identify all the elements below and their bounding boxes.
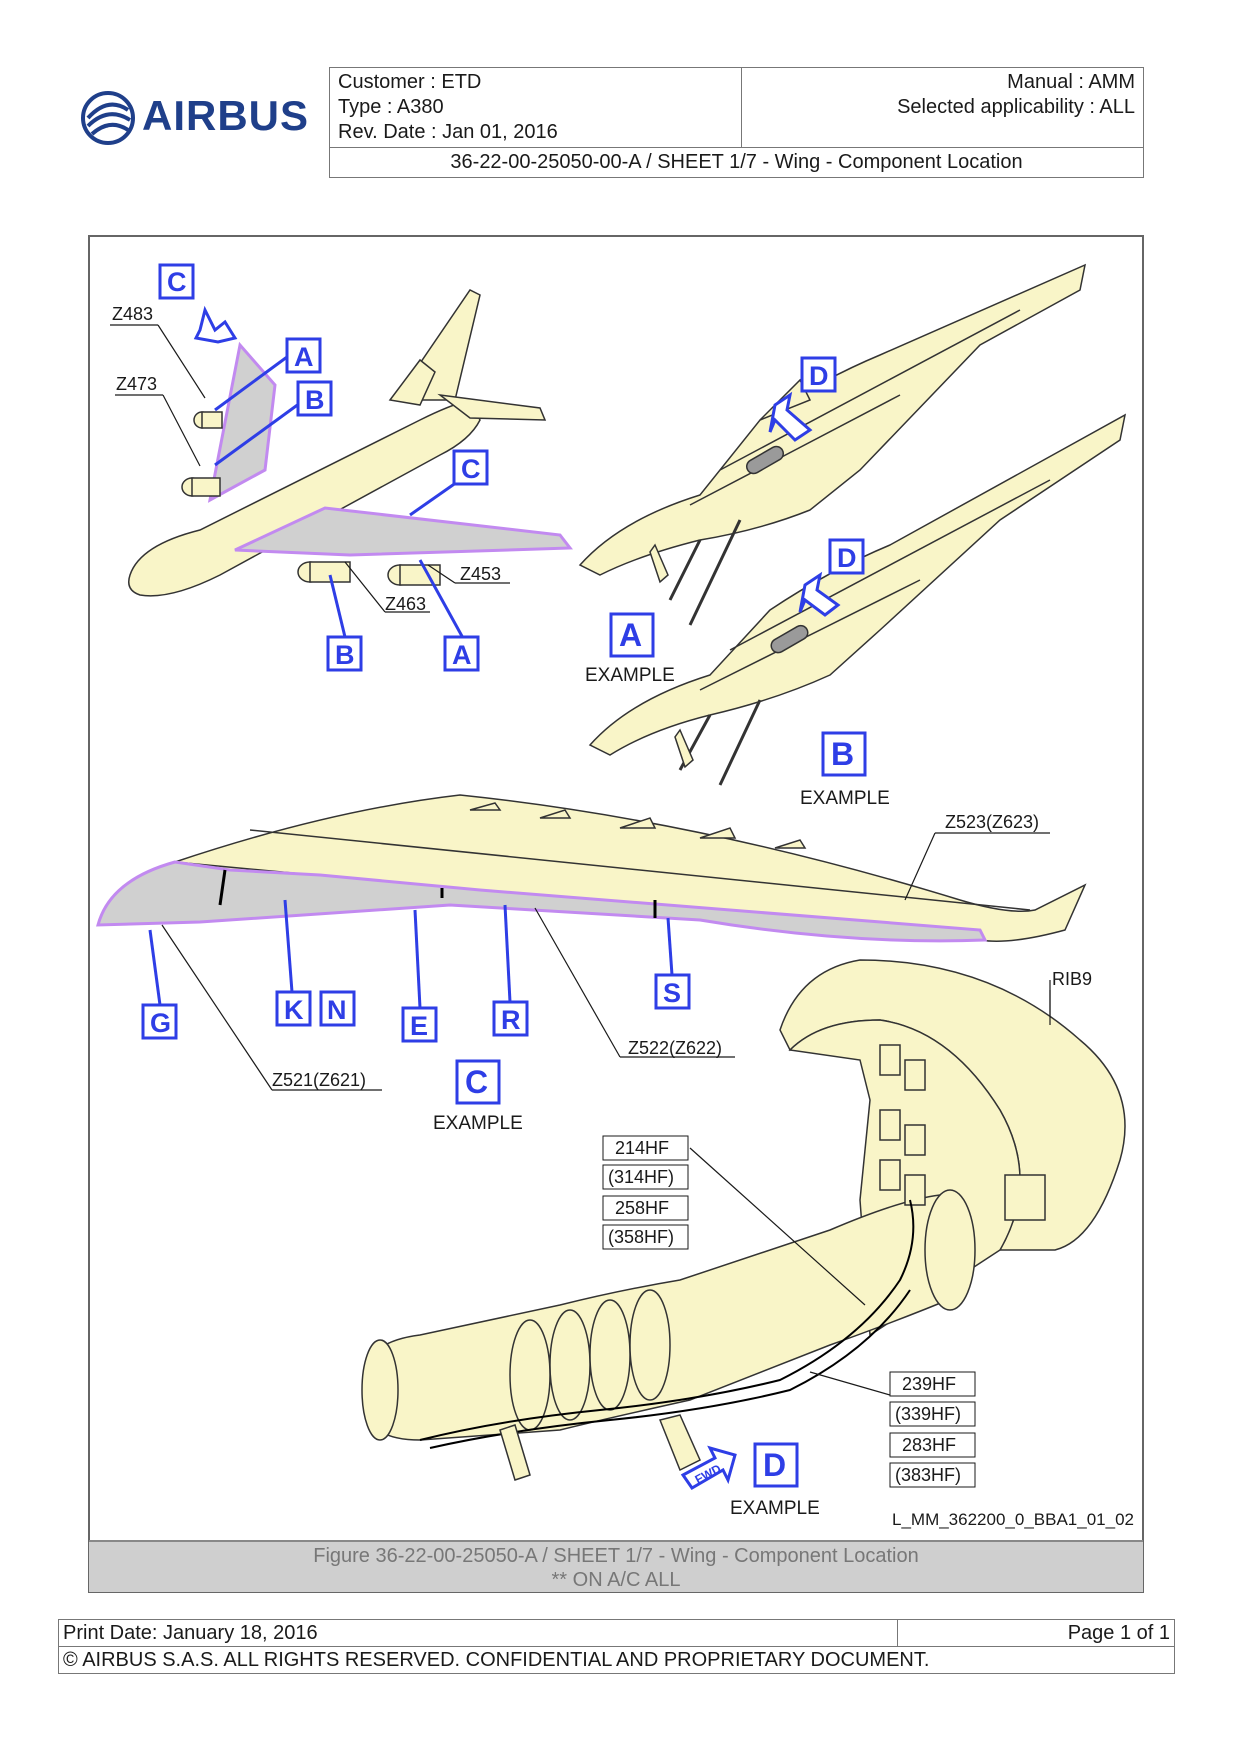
ref-c-example: C (455, 1059, 501, 1105)
airbus-logo: AIRBUS (80, 88, 315, 148)
ref-n: N (319, 990, 356, 1027)
zone-z483: Z483 (112, 304, 153, 324)
example-a-label: EXAMPLE (585, 665, 675, 686)
figure-frame (88, 235, 1144, 1593)
svg-text:283HF: 283HF (902, 1435, 956, 1455)
svg-text:(383HF): (383HF) (895, 1465, 961, 1485)
document-title: 36-22-00-25050-00-A / SHEET 1/7 - Wing -… (329, 147, 1144, 178)
logo-text: AIRBUS (142, 92, 310, 139)
svg-text:(358HF): (358HF) (608, 1227, 674, 1247)
svg-text:D: D (763, 1447, 786, 1483)
ref-d-b: D (828, 538, 865, 575)
pylon-view-b (588, 413, 1127, 786)
customer-label: Customer : ETD (338, 71, 482, 93)
ref-g: G (141, 1003, 178, 1040)
detail-view-d (361, 959, 1126, 1481)
caption-applicability: ** ON A/C ALL (551, 1569, 681, 1591)
ref-s: S (654, 973, 691, 1010)
figure-caption: Figure 36-22-00-25050-A / SHEET 1/7 - Wi… (89, 1540, 1143, 1592)
svg-text:C: C (461, 454, 481, 484)
example-b-label: EXAMPLE (800, 788, 890, 809)
svg-text:E: E (410, 1011, 428, 1041)
ref-c-wing: C (452, 449, 489, 486)
zone-z521: Z521(Z621) (272, 1070, 366, 1090)
ref-c-top: C (158, 263, 195, 300)
ref-a-top: A (285, 337, 322, 374)
svg-text:239HF: 239HF (902, 1374, 956, 1394)
svg-text:B: B (335, 640, 355, 670)
ref-r: R (492, 1000, 529, 1037)
zone-z523: Z523(Z623) (945, 812, 1039, 832)
svg-text:G: G (150, 1008, 171, 1038)
svg-text:R: R (501, 1005, 521, 1035)
equipment-labels-upper: 214HF (314HF) 258HF (358HF) (602, 1135, 689, 1250)
ref-b-example: B (821, 731, 867, 777)
example-d-label: EXAMPLE (730, 1498, 820, 1519)
zone-z463: Z463 (385, 594, 426, 614)
applicability-label: Selected applicability : ALL (897, 96, 1135, 118)
ref-a-engine: A (443, 635, 480, 672)
example-c-label: EXAMPLE (433, 1113, 523, 1134)
rib9-label: RIB9 (1052, 969, 1092, 989)
ref-e: E (401, 1006, 438, 1043)
ref-b-engine: B (326, 635, 363, 672)
ref-k: K (275, 990, 312, 1027)
page-number: Page 1 of 1 (897, 1619, 1175, 1647)
document-footer: Print Date: January 18, 2016 Page 1 of 1… (58, 1619, 1175, 1674)
zone-z453: Z453 (460, 564, 501, 584)
copyright-notice: © AIRBUS S.A.S. ALL RIGHTS RESERVED. CON… (58, 1646, 1175, 1674)
svg-text:N: N (327, 995, 347, 1025)
wing-view-c (96, 794, 1087, 943)
document-header: Customer : ETD Type : A380 Rev. Date : J… (329, 67, 1144, 178)
ref-a-example: A (609, 612, 655, 658)
svg-text:B: B (831, 736, 854, 772)
svg-text:D: D (809, 361, 829, 391)
svg-text:D: D (837, 543, 857, 573)
caption-title: Figure 36-22-00-25050-A / SHEET 1/7 - Wi… (313, 1545, 919, 1567)
manual-label: Manual : AMM (1007, 71, 1135, 93)
svg-text:258HF: 258HF (615, 1198, 669, 1218)
svg-text:(314HF): (314HF) (608, 1167, 674, 1187)
aircraft-overview (128, 289, 573, 597)
airbus-globe-icon (81, 91, 135, 145)
svg-text:A: A (619, 617, 642, 653)
svg-text:K: K (284, 995, 304, 1025)
zone-z473: Z473 (116, 374, 157, 394)
svg-text:(339HF): (339HF) (895, 1404, 961, 1424)
svg-text:A: A (294, 342, 314, 372)
ref-b-top: B (296, 380, 333, 417)
type-label: Type : A380 (338, 96, 444, 118)
print-date: Print Date: January 18, 2016 (58, 1619, 898, 1647)
svg-text:214HF: 214HF (615, 1138, 669, 1158)
svg-text:C: C (465, 1064, 488, 1100)
zone-z522: Z522(Z622) (628, 1038, 722, 1058)
equipment-labels-lower: 239HF (339HF) 283HF (383HF) (889, 1371, 976, 1488)
svg-text:B: B (305, 385, 325, 415)
drawing-id: L_MM_362200_0_BBA1_01_02 (892, 1510, 1134, 1529)
svg-text:A: A (452, 640, 472, 670)
rev-date-label: Rev. Date : Jan 01, 2016 (338, 121, 558, 143)
ref-d-a: D (800, 356, 837, 393)
svg-text:C: C (167, 267, 187, 297)
ref-d-example: D (753, 1442, 799, 1488)
svg-text:S: S (663, 978, 681, 1008)
